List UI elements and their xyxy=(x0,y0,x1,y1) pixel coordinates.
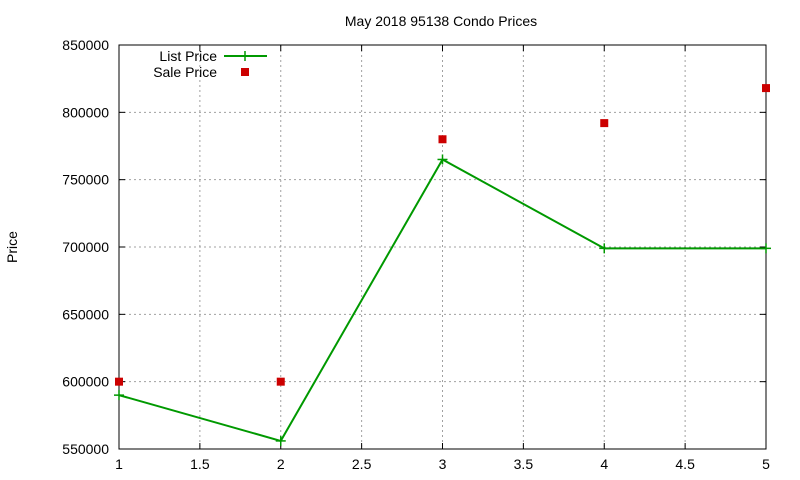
legend-label: Sale Price xyxy=(153,64,217,80)
series-layer xyxy=(114,84,771,446)
x-tick-label: 4.5 xyxy=(675,456,695,472)
y-tick-label: 750000 xyxy=(62,172,109,188)
data-point xyxy=(276,377,285,386)
y-tick-label: 600000 xyxy=(62,374,109,390)
x-tick-label: 3.5 xyxy=(514,456,534,472)
tick-layer: 550000 600000 650000 700000 750000 800000 8500… xyxy=(62,37,770,472)
data-point xyxy=(275,435,286,446)
grid-layer xyxy=(119,45,766,449)
x-tick-label: 2 xyxy=(277,456,285,472)
data-point xyxy=(438,135,447,144)
x-tick-label: 4 xyxy=(600,456,608,472)
series-1 xyxy=(115,84,770,386)
series-0 xyxy=(114,154,771,446)
data-point xyxy=(762,84,770,93)
legend-marker xyxy=(240,51,250,61)
x-tick-label: 5 xyxy=(762,456,770,472)
x-tick-label: 1 xyxy=(115,456,123,472)
legend-entry: Sale Price xyxy=(153,64,249,80)
chart-title: May 2018 95138 Condo Prices xyxy=(345,13,537,29)
y-tick-label: 850000 xyxy=(62,37,109,53)
data-point xyxy=(599,243,610,254)
y-tick-label: 550000 xyxy=(62,441,109,457)
data-point xyxy=(437,154,448,165)
data-point xyxy=(114,390,124,401)
legend-marker xyxy=(241,68,249,76)
y-tick-label: 800000 xyxy=(62,104,109,120)
data-point xyxy=(600,119,609,128)
legend-entry: List Price xyxy=(159,48,267,64)
x-tick-label: 1.5 xyxy=(190,456,210,472)
y-tick-label: 650000 xyxy=(62,306,109,322)
data-point xyxy=(761,243,771,254)
data-point xyxy=(115,377,123,386)
y-axis-label: Price xyxy=(4,231,20,263)
y-tick-label: 700000 xyxy=(62,239,109,255)
x-tick-label: 2.5 xyxy=(352,456,372,472)
x-tick-label: 3 xyxy=(439,456,447,472)
legend-label: List Price xyxy=(159,48,217,64)
